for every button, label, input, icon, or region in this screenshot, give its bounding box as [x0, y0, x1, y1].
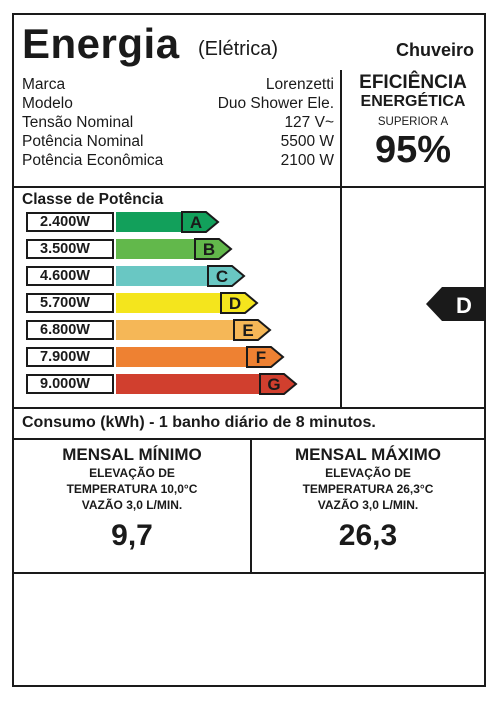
class-power-label: 6.800W [26, 320, 114, 340]
class-bar-fill [116, 293, 221, 313]
class-letter: B [203, 240, 215, 259]
spec-value: 2100 W [280, 152, 334, 169]
divider-vertical-bottom [250, 438, 252, 573]
class-bar-f: F [116, 346, 285, 368]
efficiency-value: 95% [374, 129, 452, 171]
monthly-min-line3: VAZÃO 3,0 L/MIN. [81, 498, 183, 512]
spec-value: Lorenzetti [265, 76, 334, 93]
monthly-min-value: 9,7 [111, 519, 153, 552]
spec-value: 5500 W [280, 133, 334, 150]
class-bar-fill [116, 347, 247, 367]
class-letter: C [216, 267, 228, 286]
consumption-caption: Consumo (kWh) - 1 banho diário de 8 minu… [22, 414, 376, 431]
monthly-max-line1: ELEVAÇÃO DE [325, 466, 411, 480]
spec-label: Modelo [22, 95, 73, 112]
efficiency-qualifier: SUPERIOR A [377, 116, 449, 128]
class-arrow [246, 346, 285, 368]
efficiency-subtitle: ENERGÉTICA [360, 93, 466, 110]
class-power-label: 7.900W [26, 347, 114, 367]
divider-classes [14, 407, 484, 409]
class-bar-c: C [116, 265, 246, 287]
efficiency-box: EFICIÊNCIA ENERGÉTICA SUPERIOR A 95% [342, 71, 484, 171]
class-bar-g: G [116, 373, 298, 395]
monthly-min-title: MENSAL MÍNIMO [62, 445, 202, 464]
class-letter: E [242, 321, 253, 340]
indicator-arrow-shape [426, 287, 484, 321]
product-category: Chuveiro [395, 40, 474, 60]
class-power-label: 3.500W [26, 239, 114, 259]
spec-row-economic-power: Potência Econômica 2100 W [22, 151, 334, 170]
divider-vertical-top [340, 70, 342, 408]
efficiency-title: EFICIÊNCIA [359, 72, 467, 93]
divider-header [14, 186, 484, 188]
divider-monthly [14, 572, 484, 574]
monthly-max-line2: TEMPERATURA 26,3°C [302, 482, 434, 496]
class-bar-a: A [116, 211, 220, 233]
monthly-min-line2: TEMPERATURA 10,0°C [66, 482, 198, 496]
class-power-label: 4.600W [26, 266, 114, 286]
class-arrow [220, 292, 259, 314]
spec-label: Potência Econômica [22, 152, 164, 169]
class-arrow [233, 319, 272, 341]
class-letter: F [256, 348, 266, 367]
class-letter: A [190, 213, 202, 232]
class-bar-d: D [116, 292, 259, 314]
spec-row-model: Modelo Duo Shower Ele. [22, 94, 334, 113]
class-bar-fill [116, 374, 260, 394]
class-bar-fill [116, 320, 234, 340]
selected-class-letter: D [456, 293, 472, 318]
class-power-label: 5.700W [26, 293, 114, 313]
class-letter: G [267, 375, 280, 394]
spec-label: Tensão Nominal [22, 114, 134, 131]
class-letter: D [229, 294, 241, 313]
class-bar-b: B [116, 238, 233, 260]
class-bar-fill [116, 212, 182, 232]
monthly-max-panel: MENSAL MÁXIMO ELEVAÇÃO DE TEMPERATURA 26… [252, 445, 484, 553]
class-power-label: 9.000W [26, 374, 114, 394]
monthly-max-value: 26,3 [338, 519, 398, 552]
monthly-min-line1: ELEVAÇÃO DE [89, 466, 175, 480]
classes-scale: 2.400W A 3.500W B 4.600W C 5.700W D 6.800W E 7.900… [26, 211, 336, 400]
class-bar-fill [116, 239, 195, 259]
monthly-max-title: MENSAL MÁXIMO [294, 445, 442, 464]
selected-class-indicator: D [426, 287, 484, 321]
label-title: Energia [22, 20, 180, 67]
class-bar-e: E [116, 319, 272, 341]
class-bar-fill [116, 266, 208, 286]
class-arrow [194, 238, 233, 260]
spec-value: 127 V~ [284, 114, 334, 131]
class-arrow [259, 373, 298, 395]
spec-label: Marca [22, 76, 66, 93]
divider-consumo [14, 438, 484, 440]
spec-label: Potência Nominal [22, 133, 144, 150]
class-arrow [181, 211, 220, 233]
spec-list: Marca Lorenzetti Modelo Duo Shower Ele. … [22, 75, 334, 170]
class-arrow [207, 265, 246, 287]
spec-row-voltage: Tensão Nominal 127 V~ [22, 113, 334, 132]
energy-label: Energia (Elétrica) Chuveiro Marca Lorenz… [12, 13, 486, 687]
spec-value: Duo Shower Ele. [217, 95, 334, 112]
monthly-min-panel: MENSAL MÍNIMO ELEVAÇÃO DE TEMPERATURA 10… [14, 445, 250, 553]
monthly-max-line3: VAZÃO 3,0 L/MIN. [317, 498, 419, 512]
spec-row-nominal-power: Potência Nominal 5500 W [22, 132, 334, 151]
label-subtitle: (Elétrica) [198, 38, 279, 60]
spec-row-brand: Marca Lorenzetti [22, 75, 334, 94]
class-power-label: 2.400W [26, 212, 114, 232]
classes-title: Classe de Potência [22, 191, 164, 208]
